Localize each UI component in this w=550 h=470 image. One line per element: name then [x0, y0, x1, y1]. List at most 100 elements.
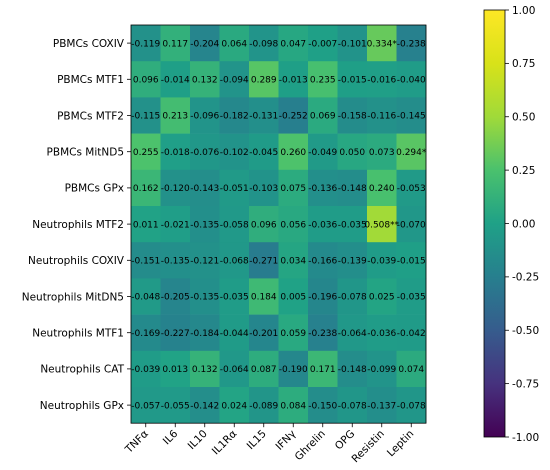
- colorbar-tick-label: -1.00: [512, 432, 539, 444]
- heatmap-cell: [160, 242, 191, 279]
- cell-value-label: 0.334*: [367, 39, 398, 49]
- cell-value-label: 0.289: [251, 76, 277, 86]
- heatmap-cell: [308, 350, 338, 388]
- heatmap-cell: [278, 387, 309, 424]
- cell-value-label: 0.096: [251, 220, 277, 230]
- heatmap-cell: [396, 25, 427, 62]
- column-label: IL1Rα: [210, 428, 240, 458]
- cell-value-label: -0.135: [190, 220, 219, 230]
- heatmap-cell: [396, 206, 427, 243]
- heatmap-cell: [131, 350, 161, 388]
- cell-value-label: -0.051: [220, 184, 249, 194]
- cell-value-label: 0.047: [280, 39, 306, 49]
- heatmap-cell: [396, 97, 427, 134]
- heatmap-cell: [249, 387, 279, 424]
- cell-value-label: 0.034: [280, 257, 306, 267]
- cell-value-label: -0.252: [279, 112, 308, 122]
- heatmap-cell: [278, 169, 309, 207]
- heatmap-cell: [160, 314, 191, 352]
- cell-value-label: 0.255: [133, 148, 159, 158]
- cell-value-label: 0.056: [280, 220, 306, 230]
- heatmap-cell: [131, 25, 161, 62]
- heatmap-cell: [308, 206, 338, 243]
- heatmap-cell: [160, 25, 191, 62]
- heatmap-cell: [308, 25, 338, 62]
- cell-value-label: -0.070: [397, 220, 426, 230]
- cell-value-label: 0.184: [251, 293, 277, 303]
- cell-value-label: -0.068: [220, 257, 249, 267]
- heatmap-cell: [131, 133, 161, 171]
- heatmap-cell: [337, 97, 368, 134]
- cell-value-label: -0.143: [190, 184, 219, 194]
- cell-value-label: 0.240: [369, 184, 395, 194]
- cell-value-label: -0.135: [190, 293, 219, 303]
- heatmap-cell: [367, 314, 397, 352]
- cell-value-label: -0.131: [249, 112, 278, 122]
- heatmap-cell: [190, 350, 220, 388]
- cell-value-label: -0.098: [249, 39, 278, 49]
- heatmap-cell: [219, 25, 250, 62]
- cell-value-label: -0.013: [279, 76, 308, 86]
- cell-value-label: -0.238: [397, 39, 426, 49]
- cell-value-label: 0.084: [280, 401, 306, 411]
- cell-value-label: -0.015: [397, 257, 426, 267]
- heatmap-cell: [278, 278, 309, 315]
- heatmap-cell: [190, 387, 220, 424]
- cell-value-label: -0.103: [249, 184, 278, 194]
- row-label: PBMCs GPx: [65, 183, 124, 195]
- cell-value-label: -0.099: [367, 365, 396, 375]
- cell-value-label: -0.227: [161, 329, 190, 339]
- cell-value-label: -0.145: [397, 112, 426, 122]
- heatmap-cell: [131, 97, 161, 134]
- heatmap-cell: [308, 97, 338, 134]
- heatmap-cell: [396, 169, 427, 207]
- heatmap-cell: [367, 242, 397, 279]
- row-label: Neutrophils CAT: [40, 364, 124, 376]
- heatmap-cell: [219, 61, 250, 98]
- cell-value-label: 0.260: [280, 148, 306, 158]
- cell-value-label: 0.162: [133, 184, 159, 194]
- cell-value-label: -0.089: [249, 401, 278, 411]
- heatmap-cell: [367, 133, 397, 171]
- cell-value-label: 0.024: [221, 401, 247, 411]
- heatmap-cell: [249, 25, 279, 62]
- cell-value-label: 0.117: [162, 39, 188, 49]
- cell-value-label: -0.014: [161, 76, 190, 86]
- cell-value-label: 0.087: [251, 365, 277, 375]
- cell-value-label: 0.294*: [396, 148, 427, 158]
- cell-value-label: -0.007: [308, 39, 337, 49]
- cell-value-label: -0.018: [161, 148, 190, 158]
- heatmap-cell: [190, 61, 220, 98]
- cell-value-label: -0.148: [338, 184, 367, 194]
- heatmap-cell: [396, 278, 427, 315]
- cell-value-label: -0.196: [308, 293, 337, 303]
- heatmap-cell: [160, 206, 191, 243]
- heatmap-cell: [131, 314, 161, 352]
- cell-value-label: 0.213: [162, 112, 188, 122]
- cell-value-label: 0.005: [280, 293, 306, 303]
- heatmap-cell: [190, 206, 220, 243]
- cell-value-label: -0.142: [190, 401, 219, 411]
- row-label: PBMCs COXIV: [53, 38, 125, 50]
- heatmap-cell: [219, 97, 250, 134]
- colorbar-gradient: [483, 9, 506, 438]
- cell-value-label: -0.158: [338, 112, 367, 122]
- heatmap-cell: [249, 169, 279, 207]
- cell-value-label: -0.096: [190, 112, 219, 122]
- column-label: Leptin: [385, 428, 416, 459]
- cell-value-label: -0.238: [308, 329, 337, 339]
- cell-value-label: -0.102: [220, 148, 249, 158]
- colorbar-tick-label: 0.25: [512, 165, 535, 177]
- heatmap-cell: [249, 206, 279, 243]
- colorbar-tick-label: 0.75: [512, 58, 535, 70]
- heatmap-cell: [337, 206, 368, 243]
- cell-value-label: -0.035: [220, 293, 249, 303]
- heatmap-cell: [160, 387, 191, 424]
- cell-value-label: -0.039: [367, 257, 396, 267]
- heatmap-cell: [278, 350, 309, 388]
- heatmap-cell: [308, 61, 338, 98]
- heatmap-cell: [308, 278, 338, 315]
- cell-value-label: -0.076: [190, 148, 219, 158]
- cell-value-labels: -0.119 0.117 -0.204 0.064 -0.098 0.047 -0.007-…: [131, 39, 427, 411]
- column-label: TNFα: [122, 428, 151, 457]
